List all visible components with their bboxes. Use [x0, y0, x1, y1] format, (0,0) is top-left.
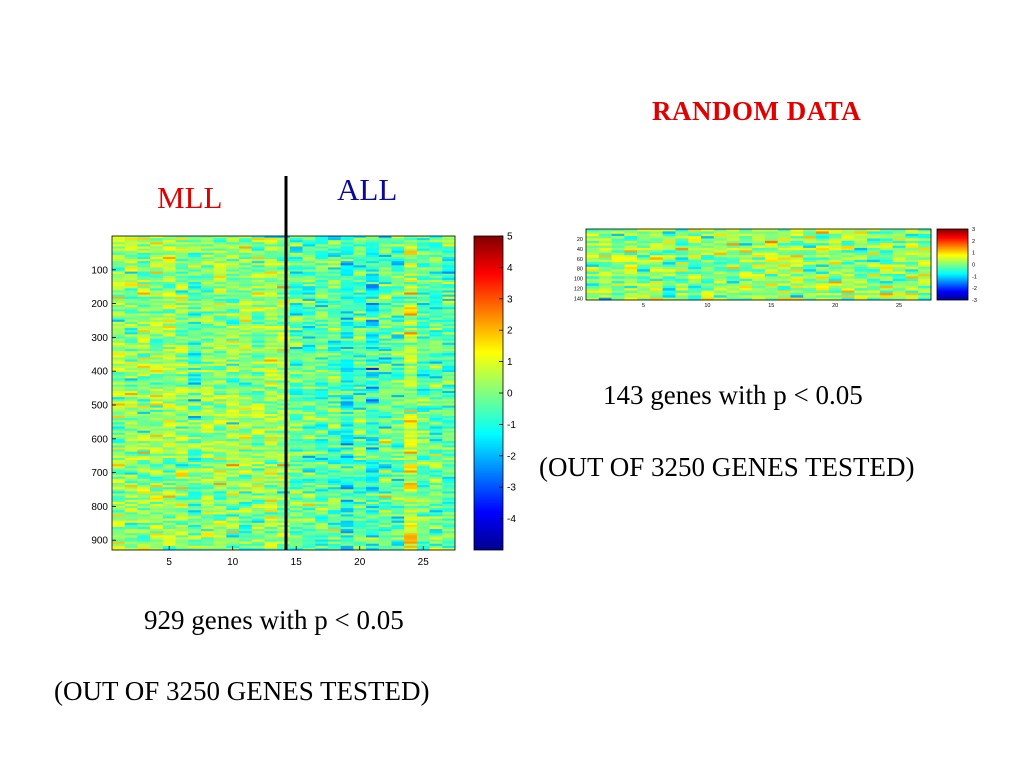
random-colorbar-tick-label: 3	[972, 227, 975, 233]
heatmap-x-axis: 5 10 15 20 25	[166, 546, 429, 568]
colorbar-tick-label: -1	[507, 420, 516, 431]
colorbar-tick-label: 0	[507, 389, 513, 400]
random-y-tick-label: 60	[577, 257, 583, 263]
random-y-tick-label: 80	[577, 267, 583, 273]
colorbar-tick-label: -4	[507, 514, 516, 525]
random-colorbar	[936, 228, 969, 301]
heatmap-x-tick-label: 25	[418, 557, 430, 568]
colorbar-tick-label: 4	[507, 263, 513, 274]
heatmap-x-tick-label: 20	[354, 557, 366, 568]
random-colorbar-tick-label: -2	[972, 286, 977, 292]
random-colorbar-axis: 3 2 1 0 -1 -2 -3	[972, 227, 977, 304]
random-y-tick-label: 20	[577, 237, 583, 243]
heatmap-x-tick-label: 15	[291, 557, 303, 568]
random-heatmap-frame	[585, 228, 932, 301]
heatmap-y-tick-label: 700	[91, 468, 108, 479]
mll-group-label: MLL	[157, 180, 223, 215]
random-x-tick-label: 15	[768, 303, 774, 309]
random-colorbar-tick-label: -1	[972, 274, 977, 280]
random-y-tick-label: 40	[577, 247, 583, 253]
gene-expression-heatmap	[112, 236, 456, 551]
heatmap-y-tick-label: 600	[91, 434, 108, 445]
random-heatmap-y-axis: 20 40 60 80 100 120 140	[574, 237, 583, 303]
colorbar-tick-label: -2	[507, 451, 516, 462]
colorbar	[473, 235, 504, 551]
heatmap-x-tick-label: 5	[166, 557, 172, 568]
random-x-tick-label: 25	[896, 303, 902, 309]
heatmap-y-tick-label: 100	[91, 265, 108, 276]
colorbar-tick-label: 5	[507, 232, 513, 243]
random-colorbar-tick-label: 0	[972, 263, 975, 269]
heatmap-y-tick-label: 400	[91, 367, 108, 378]
random-x-tick-label: 20	[832, 303, 838, 309]
colorbar-tick-label: 1	[507, 357, 513, 368]
random-y-tick-label: 100	[574, 277, 583, 283]
random-x-tick-label: 10	[704, 303, 710, 309]
random-data-heatmap	[586, 229, 932, 301]
random-colorbar-tick-label: 2	[972, 239, 975, 245]
heatmap-y-tick-label: 800	[91, 502, 108, 513]
all-group-label: ALL	[337, 172, 398, 207]
heatmap-y-tick-label: 500	[91, 400, 108, 411]
random-heatmap-x-axis: 5 10 15 20 25	[642, 303, 902, 309]
heatmap-frame	[111, 235, 456, 551]
random-data-title: RANDOM DATA	[652, 96, 862, 126]
colorbar-tick-label: 2	[507, 326, 513, 337]
heatmap-y-tick-label: 900	[91, 536, 108, 547]
left-caption-total: (OUT OF 3250 GENES TESTED)	[54, 676, 430, 706]
random-y-tick-label: 140	[574, 297, 583, 303]
right-caption-count: 143 genes with p < 0.05	[603, 380, 863, 410]
random-colorbar-tick-label: 1	[972, 251, 975, 257]
random-colorbar-tick-label: -3	[972, 298, 977, 304]
right-caption-total: (OUT OF 3250 GENES TESTED)	[539, 452, 915, 482]
left-caption-count: 929 genes with p < 0.05	[144, 605, 404, 635]
random-y-tick-label: 120	[574, 287, 583, 293]
colorbar-tick-label: 3	[507, 294, 513, 305]
heatmap-y-tick-label: 200	[91, 299, 108, 310]
colorbar-axis: 5 4 3 2 1 0 -1 -2 -3 -4	[499, 232, 516, 525]
colorbar-tick-label: -3	[507, 483, 516, 494]
random-x-tick-label: 5	[642, 303, 645, 309]
heatmap-y-tick-label: 300	[91, 333, 108, 344]
heatmap-x-tick-label: 10	[227, 557, 239, 568]
heatmap-y-axis: 100 200 300 400 500 600 700 800 900	[91, 265, 116, 547]
